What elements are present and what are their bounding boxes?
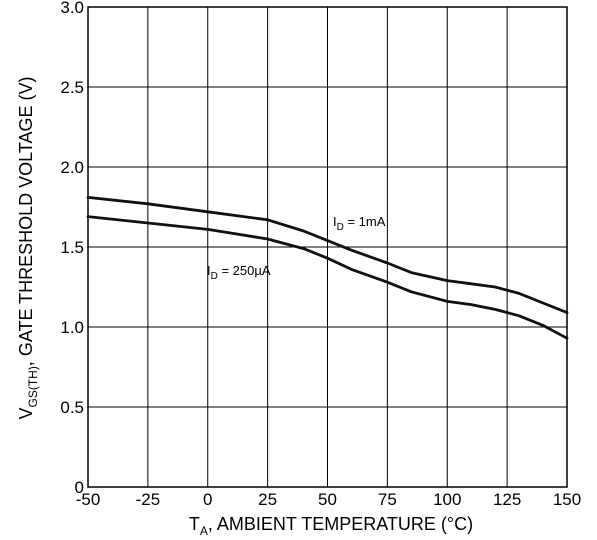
y-axis-label-sub: GS(TH) [26,366,40,407]
x-axis-label-main: T [189,514,200,534]
series-label-1ma-rest: = 1mA [344,214,386,229]
x-tick-label: -50 [76,490,101,509]
x-tick-label: 125 [493,490,521,509]
y-tick-label: 2.0 [60,158,84,177]
plot-frame [87,6,568,488]
x-tick-label: 0 [203,490,212,509]
y-tick-label: 1.5 [60,238,84,257]
y-tick-label: 1.0 [60,318,84,337]
x-tick-label: 150 [553,490,581,509]
x-tick-label: -25 [136,490,161,509]
y-tick-labels: 0 0.5 1.0 1.5 2.0 2.5 3.0 [60,0,84,497]
series-label-1ma-main: I [333,214,337,229]
series-label-1ma: ID = 1mA [333,214,386,233]
y-tick-label: 0.5 [60,398,84,417]
x-tick-label: 75 [378,490,397,509]
y-tick-label: 2.5 [60,78,84,97]
x-axis-label-rest: , AMBIENT TEMPERATURE ( [208,514,447,534]
x-axis-label-close: ) [467,514,473,534]
series-line-250ua [86,215,569,340]
x-axis-label-sub: A [200,524,208,538]
grid [87,6,568,488]
series-label-250ua: ID = 250µA [207,263,271,282]
series-label-1ma-sub: D [337,222,344,233]
curves [86,195,569,340]
series-label-250ua-rest: = 250µA [218,263,271,278]
x-tick-label: 50 [318,490,337,509]
y-tick-label: 0 [75,478,84,497]
x-tick-labels: -50 -25 0 25 50 75 100 125 150 [76,490,581,509]
x-tick-label: 25 [258,490,277,509]
y-tick-label: 3.0 [60,0,84,17]
series-label-250ua-main: I [207,263,211,278]
y-axis-label: VGS(TH), GATE THRESHOLD VOLTAGE (V) [16,76,40,419]
y-axis-label-main: V [16,408,36,420]
series-line-1ma [86,195,569,315]
x-tick-label: 100 [433,490,461,509]
y-axis-label-rest: , GATE THRESHOLD VOLTAGE (V) [16,76,36,366]
series-label-250ua-sub: D [211,271,218,282]
x-axis-label-unit: °C [447,514,467,534]
x-axis-label: TA, AMBIENT TEMPERATURE (°C) [189,514,473,538]
